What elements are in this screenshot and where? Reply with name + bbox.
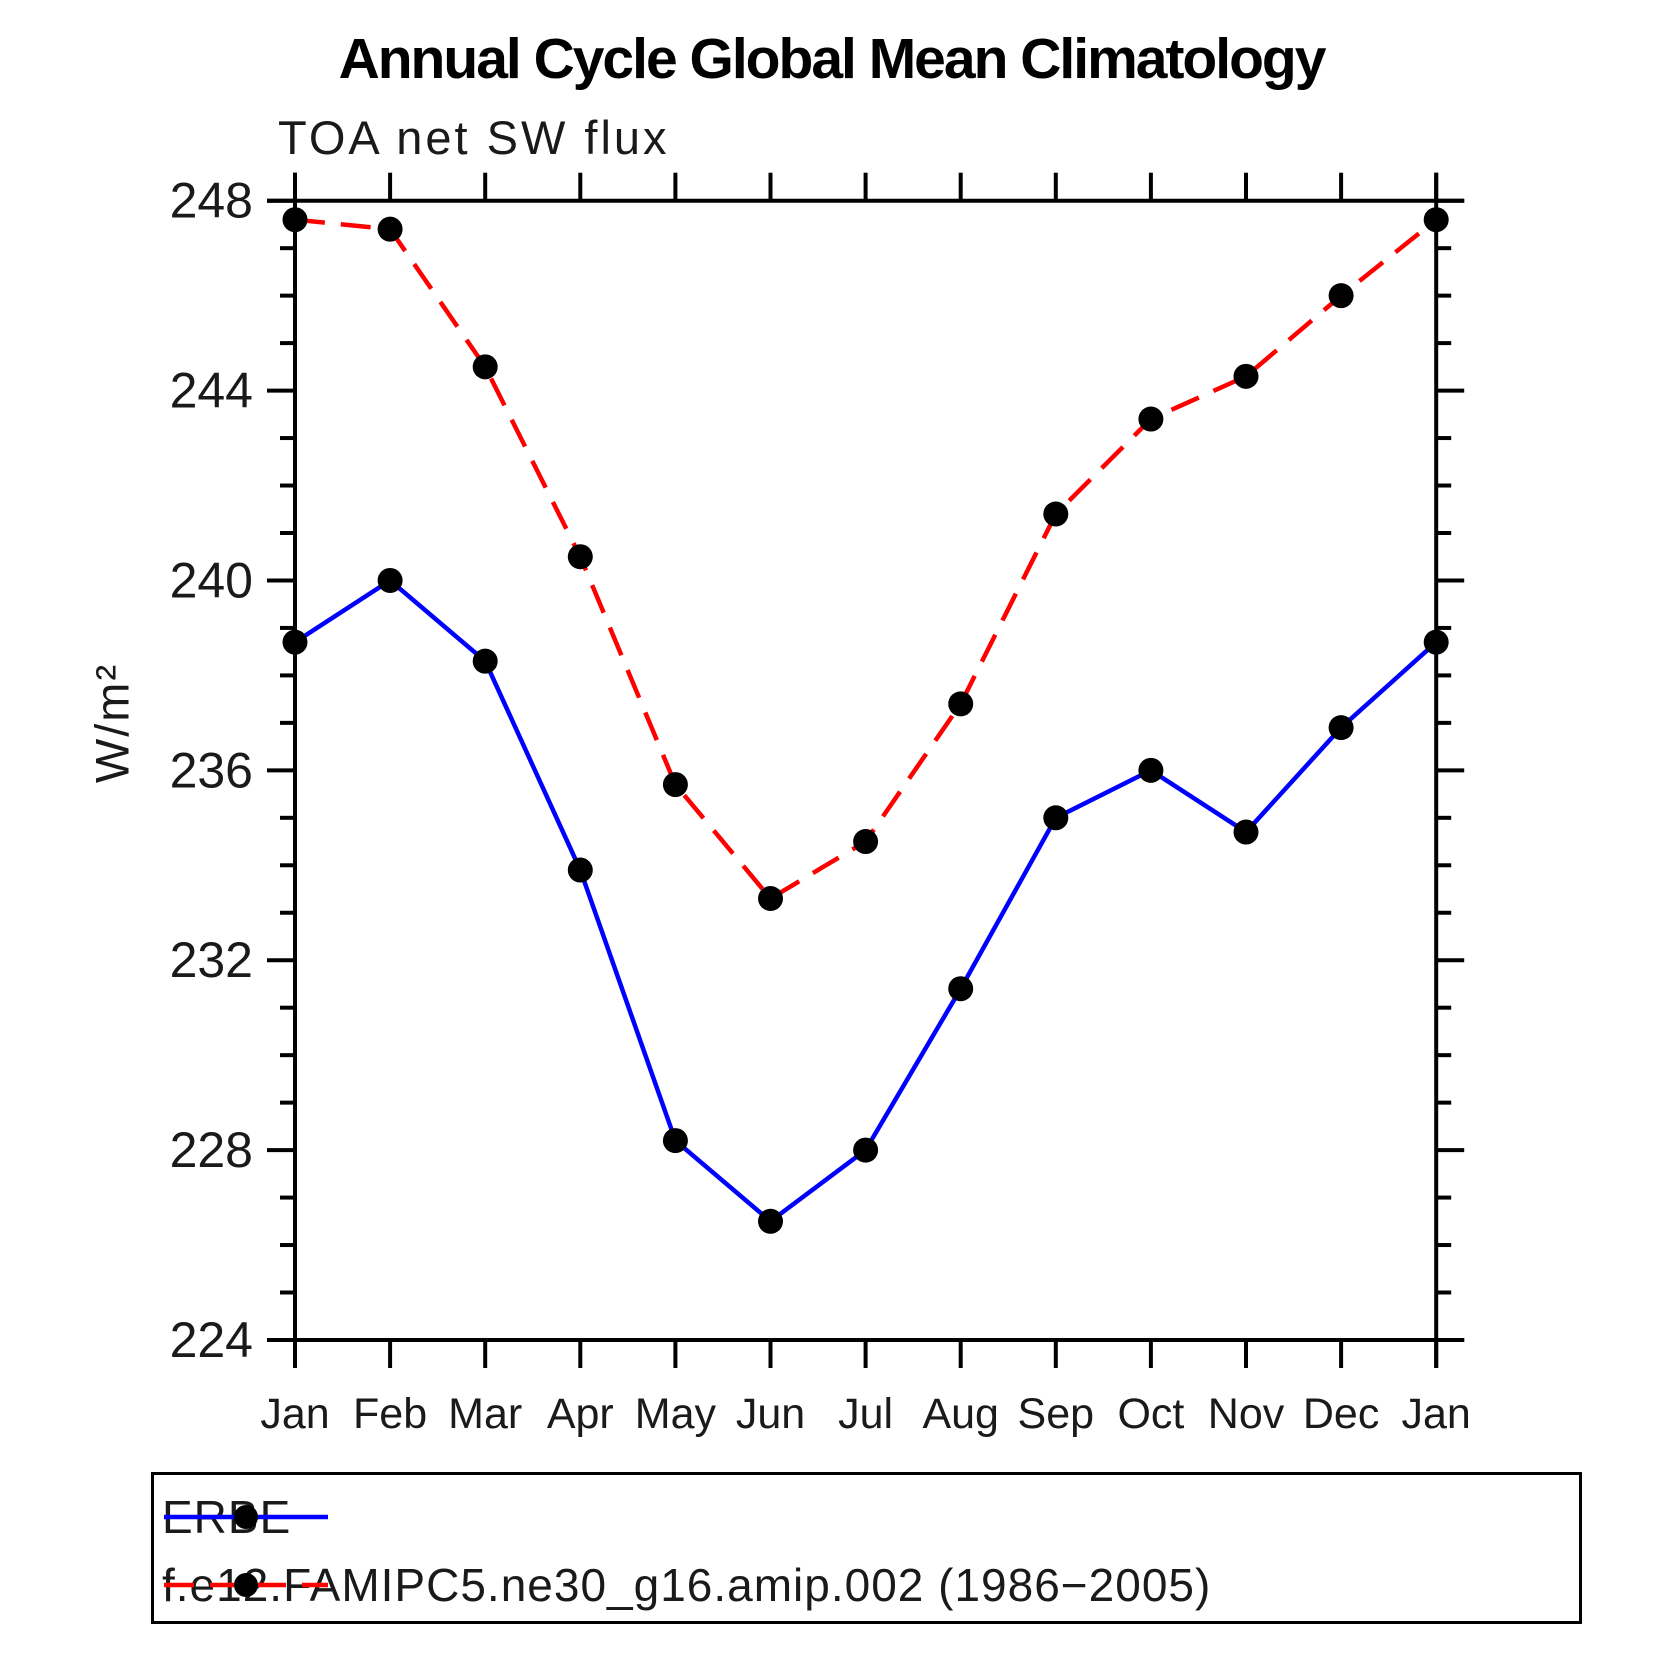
erbe-legend-marker xyxy=(234,1505,258,1529)
x-tick-label: Oct xyxy=(1117,1390,1184,1438)
y-tick-label: 248 xyxy=(170,173,253,229)
y-tick-label: 240 xyxy=(170,552,253,608)
erbe-marker xyxy=(472,648,498,674)
y-tick-label: 236 xyxy=(170,742,253,798)
legend-label-model: f.e12.FAMIPC5.ne30_g16.amip.002 (1986−20… xyxy=(162,1559,1212,1611)
x-tick-label: Jul xyxy=(838,1390,893,1438)
model-marker xyxy=(1328,283,1354,309)
x-tick-label: Sep xyxy=(1018,1390,1095,1438)
y-tick-label: 228 xyxy=(170,1122,253,1178)
erbe-marker xyxy=(1138,757,1164,783)
x-tick-label: Feb xyxy=(353,1390,427,1438)
model-marker xyxy=(948,691,974,717)
model-marker xyxy=(1423,207,1449,233)
erbe-marker xyxy=(1328,715,1354,741)
chart-subtitle: TOA net SW flux xyxy=(278,111,670,164)
erbe-marker xyxy=(1423,629,1449,655)
model-marker xyxy=(1043,501,1069,527)
erbe-marker xyxy=(948,976,974,1002)
model-legend-marker xyxy=(234,1573,258,1597)
x-tick-label: Aug xyxy=(922,1390,999,1438)
model-marker xyxy=(662,772,688,798)
y-tick-label: 244 xyxy=(170,363,253,419)
x-tick-label: Apr xyxy=(547,1390,614,1438)
model-line xyxy=(294,217,1438,902)
erbe-legend-swatch xyxy=(164,1505,328,1529)
model-marker xyxy=(853,829,879,855)
model-marker xyxy=(1138,406,1164,432)
model-marker xyxy=(567,544,593,570)
erbe-marker xyxy=(282,629,308,655)
x-tick-label: Nov xyxy=(1208,1390,1285,1438)
model-marker xyxy=(282,207,308,233)
erbe-marker xyxy=(1233,819,1259,845)
y-tick-label: 232 xyxy=(170,932,253,988)
x-tick-label: May xyxy=(635,1390,717,1438)
erbe-marker xyxy=(662,1128,688,1154)
x-tick-label: Jan xyxy=(1402,1390,1471,1438)
model-marker xyxy=(1233,363,1259,389)
x-tick-label: Jun xyxy=(736,1390,805,1438)
x-tick-label: Dec xyxy=(1303,1390,1379,1438)
model-marker xyxy=(472,354,498,380)
erbe-marker xyxy=(567,857,593,883)
y-tick-label: 224 xyxy=(170,1312,253,1368)
erbe-marker xyxy=(758,1208,783,1234)
legend: ERBE f.e12.FAMIPC5.ne30_g16.amip.002 (19… xyxy=(151,1472,1582,1624)
x-tick-label: Mar xyxy=(448,1390,522,1438)
erbe-marker xyxy=(377,567,403,593)
legend-item-model: f.e12.FAMIPC5.ne30_g16.amip.002 (1986−20… xyxy=(160,1559,1211,1611)
legend-item-erbe: ERBE xyxy=(160,1491,328,1543)
x-tick-label: Jan xyxy=(260,1390,329,1438)
model-marker xyxy=(758,886,783,912)
erbe-marker xyxy=(853,1137,879,1163)
erbe-marker xyxy=(1043,805,1069,831)
model-marker xyxy=(377,216,403,242)
model-legend-swatch xyxy=(164,1573,328,1597)
erbe-line xyxy=(293,577,1438,1225)
chart-title: Annual Cycle Global Mean Climatology xyxy=(338,27,1327,91)
